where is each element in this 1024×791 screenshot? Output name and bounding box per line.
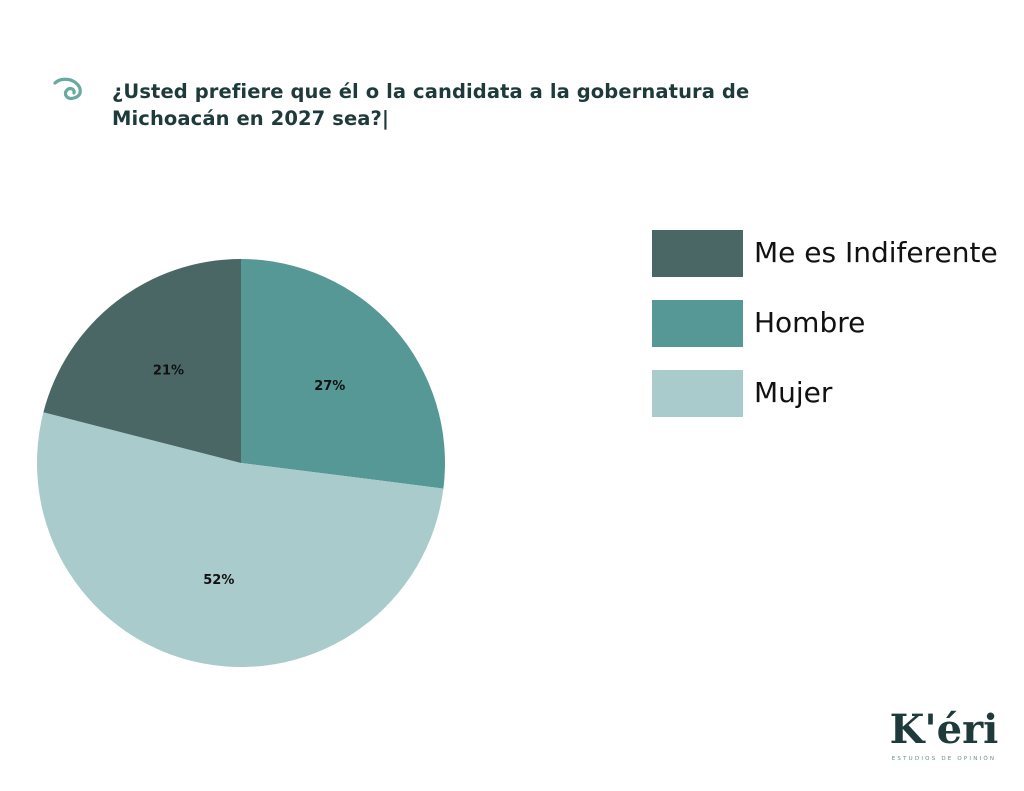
spiral-icon	[53, 77, 82, 100]
logo-tagline: ESTUDIOS DE OPINIÓN	[891, 756, 997, 762]
legend-swatch	[652, 300, 743, 347]
logo-wordmark: K'éri	[889, 706, 999, 753]
legend-item-indiferente: Me es Indiferente	[652, 230, 1024, 278]
pie-slice-hombre	[241, 259, 445, 489]
keri-logo: K'éri ESTUDIOS DE OPINIÓN	[888, 706, 1000, 776]
legend-item-mujer: Mujer	[652, 370, 1024, 418]
legend-item-hombre: Hombre	[652, 300, 1024, 348]
legend-label: Me es Indiferente	[754, 236, 998, 269]
legend-label: Mujer	[754, 376, 833, 409]
legend-label: Hombre	[754, 306, 866, 339]
pie-slice-mujer	[36, 412, 444, 668]
data-label-hombre: 27%	[314, 379, 345, 394]
data-label-me-es-indiferente: 21%	[153, 364, 184, 379]
data-label-mujer: 52%	[203, 573, 234, 588]
legend-swatch	[652, 230, 743, 277]
pie-slice-me-es-indiferente	[43, 259, 242, 463]
chart-title: ¿Usted prefiere que él o la candidata a …	[112, 80, 750, 130]
legend-swatch	[652, 370, 743, 417]
